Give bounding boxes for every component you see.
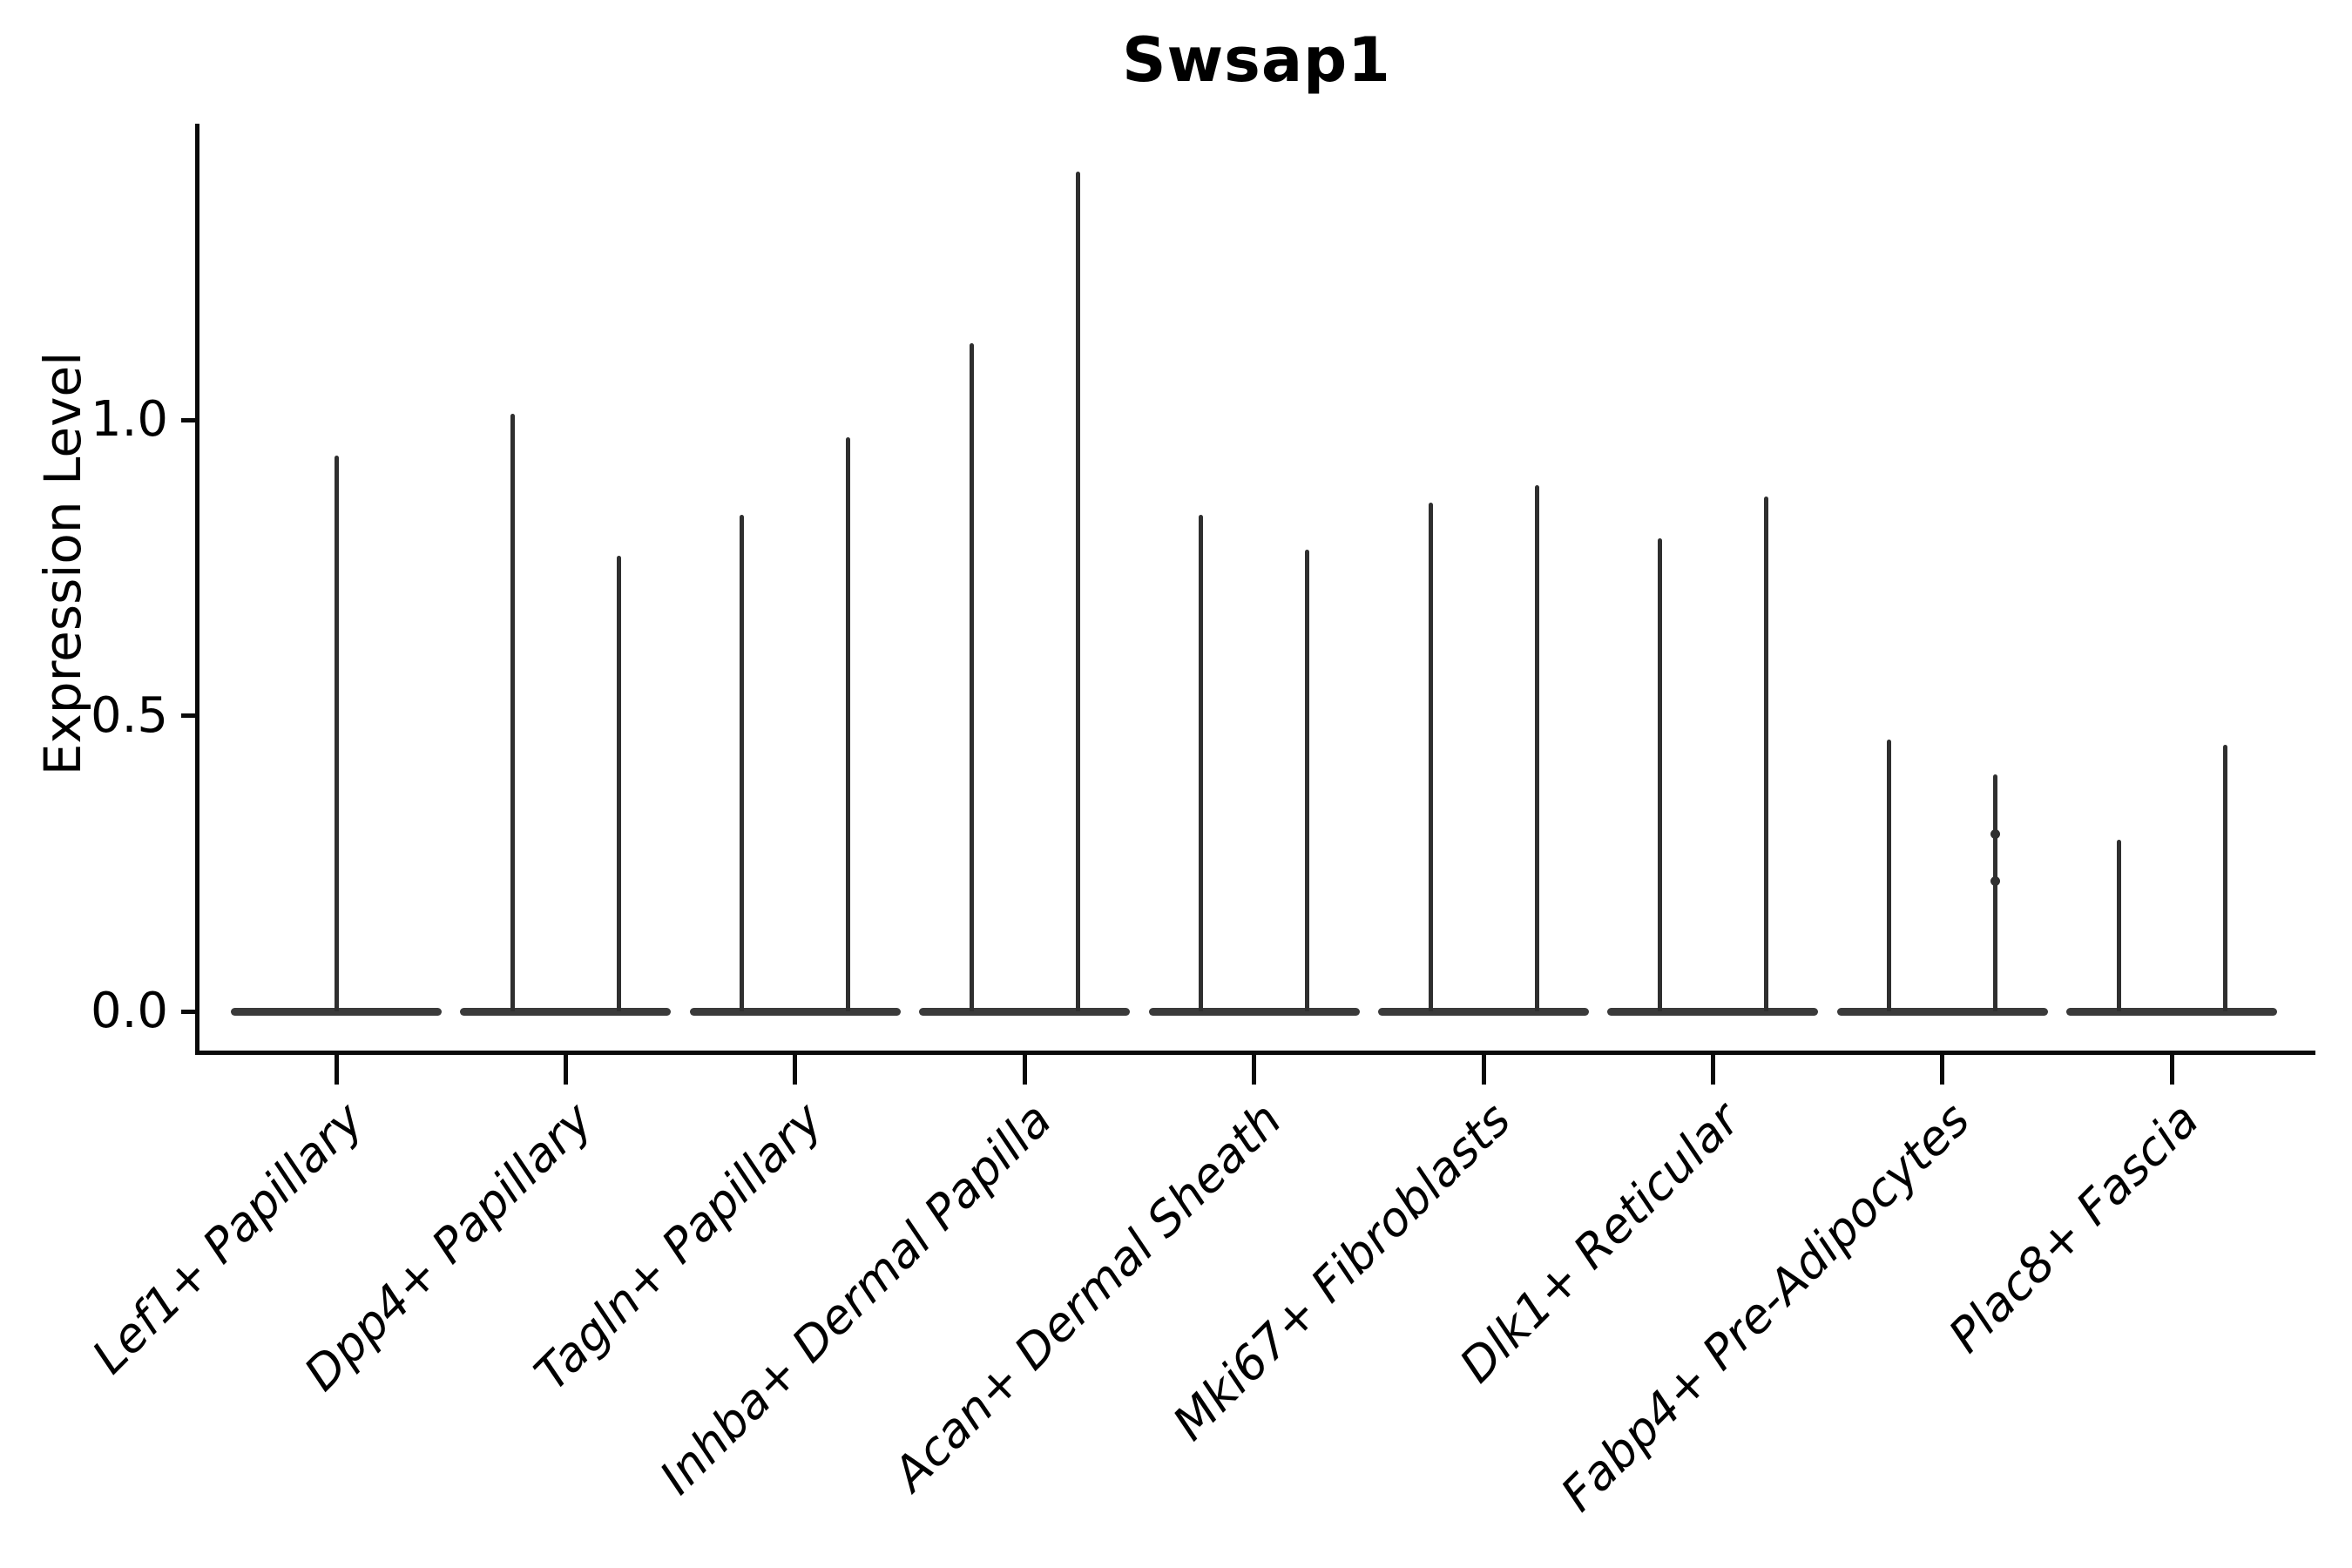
x-tick-label: Mki67+ Fibroblasts [1162,1092,1522,1451]
x-tick [1940,1055,1945,1085]
violin-spike [1763,497,1768,1011]
violin-base [1607,1007,1819,1016]
y-tick [181,1009,195,1014]
x-tick [1710,1055,1715,1085]
x-tick-label: Dlk1+ Reticular [1449,1092,1751,1394]
x-tick [2169,1055,2174,1085]
violin-spike [740,514,745,1011]
violin-base [460,1007,672,1016]
violin-spike [616,556,621,1011]
x-tick [793,1055,798,1085]
violin-spike [2222,745,2227,1011]
x-tick [1252,1055,1257,1085]
violin-base [1148,1007,1360,1016]
violin-spike [1534,484,1539,1011]
x-tick-label: Fabp4+ Pre-Adipocytes [1550,1092,1980,1522]
violin-spike [1428,503,1433,1011]
violin-spike [2116,840,2121,1011]
violin-spike [1657,537,1662,1011]
violin-spike [1993,774,1998,1011]
violin-spike [510,414,515,1011]
violin-spike [334,455,339,1011]
y-tick-label: 0.0 [90,983,168,1039]
x-axis-spine [195,1051,2315,1055]
x-tick-label: Dpp4+ Papillary [294,1092,604,1402]
violin-base [919,1007,1131,1016]
x-tick [334,1055,339,1085]
chart-title: Swsap1 [1122,24,1391,96]
violin-data-dot [1990,876,2001,887]
x-tick-label: Acan+ Dermal Sheath [882,1092,1292,1502]
x-tick-label: Inhba+ Dermal Papilla [649,1092,1063,1505]
violin-data-dot [1990,828,2001,839]
x-tick [563,1055,568,1085]
violin-spike [1305,550,1310,1011]
violin-spike [1199,514,1204,1011]
violin-spike [1075,171,1080,1011]
x-tick [1022,1055,1027,1085]
violin-spike [969,342,974,1011]
y-tick-label: 1.0 [90,391,168,448]
y-axis-spine [195,124,199,1055]
y-tick [181,713,195,718]
violin-spike [1887,739,1892,1011]
x-tick-label: Tagln+ Papillary [524,1092,833,1402]
violin-base [689,1007,901,1016]
violin-spike [846,437,851,1011]
y-tick [181,417,195,422]
x-tick-label: Plac8+ Fascia [1938,1092,2210,1363]
violin-base [1836,1007,2048,1016]
violin-base [1378,1007,1589,1016]
violin-base [231,1007,442,1016]
violin-base [2066,1007,2278,1016]
x-tick [1481,1055,1486,1085]
x-tick-label: Lef1+ Papillary [81,1092,375,1384]
y-tick-label: 0.5 [90,686,168,744]
